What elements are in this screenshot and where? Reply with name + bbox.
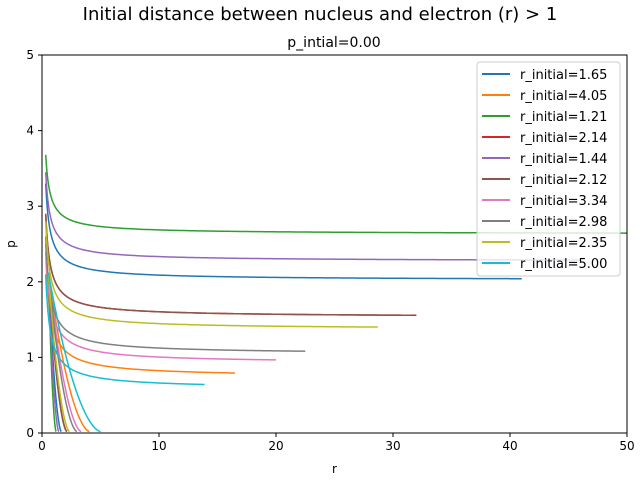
legend-label: r_initial=1.21 <box>520 110 607 125</box>
series-line-lower <box>47 272 70 433</box>
legend-label: r_initial=2.98 <box>520 215 607 230</box>
legend-label: r_initial=2.14 <box>520 131 607 146</box>
y-tick-label: 3 <box>26 199 34 213</box>
x-tick-label: 50 <box>619 439 634 453</box>
legend-box <box>476 61 621 277</box>
legend-label: r_initial=5.00 <box>520 257 607 272</box>
y-tick-label: 5 <box>26 48 34 62</box>
series-line-upper <box>44 213 417 317</box>
y-tick-label: 4 <box>26 124 34 138</box>
series-line-upper <box>44 183 522 280</box>
legend-label: r_initial=1.65 <box>520 68 607 83</box>
series-line-upper <box>44 274 205 386</box>
legend-label: r_initial=2.35 <box>520 236 607 251</box>
plot-area <box>44 154 627 433</box>
x-tick-label: 30 <box>385 439 400 453</box>
legend-label: r_initial=3.34 <box>520 194 607 209</box>
x-tick-label: 40 <box>502 439 517 453</box>
legend-label: r_initial=4.05 <box>520 89 607 104</box>
chart-title: Initial distance between nucleus and ele… <box>83 4 558 25</box>
legend-label: r_initial=1.44 <box>520 152 607 167</box>
series-line-lower <box>47 272 60 433</box>
y-tick-label: 2 <box>26 275 34 289</box>
y-axis-label: p <box>4 240 18 248</box>
series-line-upper <box>44 221 378 328</box>
series-line-lower <box>47 272 101 433</box>
chart-subtitle: p_intial=0.00 <box>287 35 380 51</box>
x-axis-ticks: 0 10 20 30 40 50 <box>38 433 635 453</box>
series-line-lower <box>47 272 90 433</box>
legend-label: r_initial=2.12 <box>520 173 607 188</box>
series-line-upper <box>44 243 277 361</box>
y-tick-label: 1 <box>26 350 34 364</box>
x-axis-label: r <box>332 462 337 476</box>
x-tick-label: 10 <box>151 439 166 453</box>
series-line-lower <box>47 272 78 433</box>
y-axis-ticks: 0 1 2 3 4 5 <box>26 48 42 440</box>
x-tick-label: 20 <box>268 439 283 453</box>
series-line-upper <box>44 154 627 234</box>
plot-frame <box>41 54 628 434</box>
series-line-upper <box>44 172 581 261</box>
y-tick-label: 0 <box>26 426 34 440</box>
legend: r_initial=1.65 r_initial=4.05 r_initial=1.… <box>476 61 621 277</box>
series-line-upper <box>44 213 411 316</box>
series-line-upper <box>44 236 306 352</box>
x-tick-label: 0 <box>38 439 46 453</box>
